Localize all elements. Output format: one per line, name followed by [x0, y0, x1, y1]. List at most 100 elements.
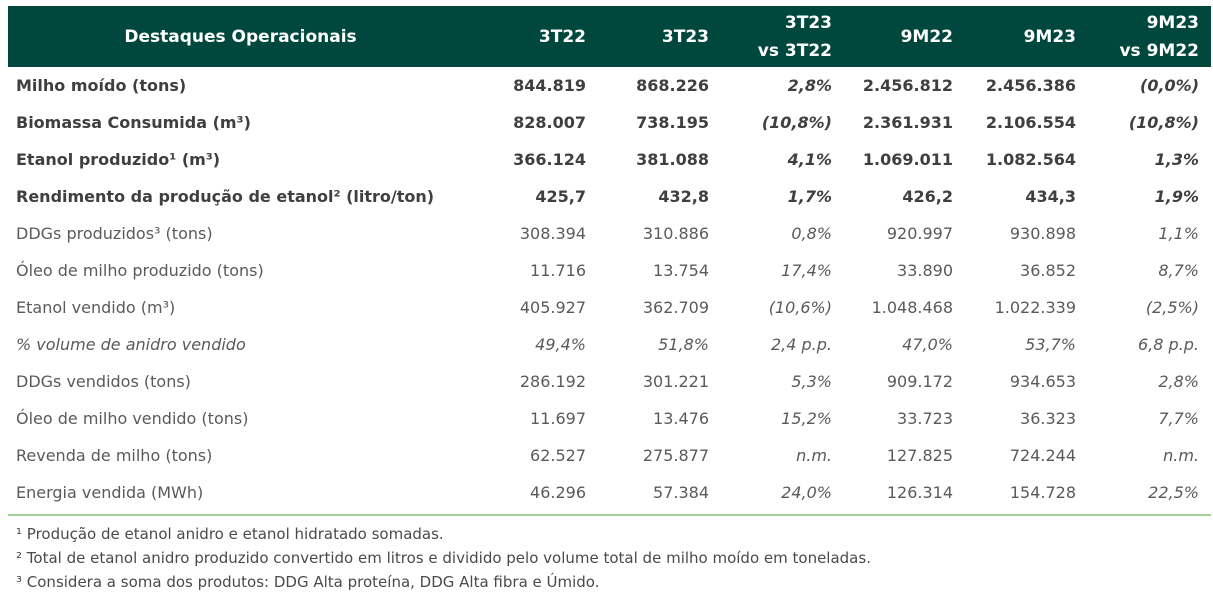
cell: 1,9%	[1154, 187, 1199, 206]
table-header-row: Destaques Operacionais 3T22 3T23 3T23 vs …	[8, 6, 1211, 67]
cell: 381.088	[636, 150, 709, 169]
table-row: Revenda de milho (tons) 62.527 275.877 n…	[8, 437, 1211, 474]
table-row: Óleo de milho vendido (tons) 11.697 13.4…	[8, 400, 1211, 437]
cell: 33.890	[897, 261, 953, 280]
cell: 434,3	[1025, 187, 1076, 206]
cell: (0,0%)	[1140, 76, 1199, 95]
cell: 366.124	[513, 150, 586, 169]
table-row: Energia vendida (MWh) 46.296 57.384 24,0…	[8, 474, 1211, 511]
cell: 4,1%	[787, 150, 832, 169]
cell: 22,5%	[1148, 483, 1199, 502]
cell: 724.244	[1009, 446, 1076, 465]
cell: 11.697	[530, 409, 586, 428]
table-row: Etanol vendido (m³) 405.927 362.709 (10,…	[8, 289, 1211, 326]
header-cell: 3T23 vs 3T22	[721, 6, 844, 67]
cell: 934.653	[1009, 372, 1076, 391]
cell: 2.106.554	[985, 113, 1076, 132]
cell: 286.192	[519, 372, 586, 391]
cell: (10,8%)	[761, 113, 832, 132]
header-cell: 9M23	[965, 6, 1088, 67]
table-row: DDGs produzidos³ (tons) 308.394 310.886 …	[8, 215, 1211, 252]
cell: 2.361.931	[862, 113, 953, 132]
cell: 828.007	[513, 113, 586, 132]
cell: n.m.	[796, 446, 832, 465]
cell: 426,2	[902, 187, 953, 206]
row-label: Energia vendida (MWh)	[16, 483, 204, 502]
cell: 2,4 p.p.	[770, 335, 832, 354]
cell: 738.195	[636, 113, 709, 132]
cell: 126.314	[886, 483, 953, 502]
row-label: Rendimento da produção de etanol² (litro…	[16, 187, 435, 206]
cell: 8,7%	[1158, 261, 1199, 280]
cell: 432,8	[658, 187, 709, 206]
cell: 1,1%	[1158, 224, 1199, 243]
cell: 2.456.812	[862, 76, 953, 95]
footer-divider	[8, 514, 1211, 516]
row-label: Etanol produzido¹ (m³)	[16, 150, 221, 169]
header-cell: 9M22	[844, 6, 965, 67]
cell: 1,7%	[787, 187, 832, 206]
header-cell: 3T23	[598, 6, 721, 67]
cell: 51,8%	[658, 335, 709, 354]
footnote: ³ Considera a soma dos produtos: DDG Alt…	[16, 573, 600, 591]
header-cell: 9M23 vs 9M22	[1088, 6, 1211, 67]
cell: 920.997	[886, 224, 953, 243]
table-row: % volume de anidro vendido 49,4% 51,8% 2…	[8, 326, 1211, 363]
cell: (10,8%)	[1128, 113, 1199, 132]
cell: 11.716	[530, 261, 586, 280]
row-label: Óleo de milho vendido (tons)	[16, 409, 249, 428]
cell: 13.754	[653, 261, 709, 280]
cell: 15,2%	[781, 409, 832, 428]
cell: 62.527	[530, 446, 586, 465]
row-label: DDGs produzidos³ (tons)	[16, 224, 213, 243]
cell: 24,0%	[781, 483, 832, 502]
cell: 13.476	[653, 409, 709, 428]
header-cell: Destaques Operacionais	[8, 6, 473, 67]
cell: 2,8%	[787, 76, 832, 95]
row-label: % volume de anidro vendido	[16, 335, 246, 354]
cell: 1.048.468	[871, 298, 953, 317]
cell: 47,0%	[902, 335, 953, 354]
cell: 362.709	[642, 298, 709, 317]
cell: 5,3%	[791, 372, 832, 391]
cell: 310.886	[642, 224, 709, 243]
cell: 57.384	[653, 483, 709, 502]
header-cell: 3T22	[473, 6, 598, 67]
row-label: Biomassa Consumida (m³)	[16, 113, 251, 132]
cell: (10,6%)	[768, 298, 832, 317]
cell: 0,8%	[791, 224, 832, 243]
cell: 1.082.564	[985, 150, 1076, 169]
cell: 6,8 p.p.	[1137, 335, 1199, 354]
operational-highlights: Destaques Operacionais 3T22 3T23 3T23 vs …	[8, 6, 1211, 594]
row-label: Revenda de milho (tons)	[16, 446, 213, 465]
footnote: ² Total de etanol anidro produzido conve…	[16, 549, 871, 567]
cell: 1,3%	[1154, 150, 1199, 169]
cell: 405.927	[519, 298, 586, 317]
cell: 909.172	[886, 372, 953, 391]
row-label: Milho moído (tons)	[16, 76, 187, 95]
row-label: DDGs vendidos (tons)	[16, 372, 191, 391]
cell: n.m.	[1163, 446, 1199, 465]
cell: 127.825	[886, 446, 953, 465]
table-row: Rendimento da produção de etanol² (litro…	[8, 178, 1211, 215]
table-row: Etanol produzido¹ (m³) 366.124 381.088 4…	[8, 141, 1211, 178]
cell: 425,7	[535, 187, 586, 206]
cell: (2,5%)	[1145, 298, 1199, 317]
cell: 2.456.386	[985, 76, 1076, 95]
cell: 2,8%	[1158, 372, 1199, 391]
cell: 154.728	[1009, 483, 1076, 502]
cell: 53,7%	[1025, 335, 1076, 354]
cell: 930.898	[1009, 224, 1076, 243]
footnotes: ¹ Produção de etanol anidro e etanol hid…	[8, 516, 1211, 594]
cell: 1.069.011	[862, 150, 953, 169]
cell: 275.877	[642, 446, 709, 465]
row-label: Etanol vendido (m³)	[16, 298, 176, 317]
cell: 868.226	[636, 76, 709, 95]
cell: 17,4%	[781, 261, 832, 280]
table-row: Milho moído (tons) 844.819 868.226 2,8% …	[8, 67, 1211, 104]
cell: 844.819	[513, 76, 586, 95]
cell: 33.723	[897, 409, 953, 428]
table-row: Biomassa Consumida (m³) 828.007 738.195 …	[8, 104, 1211, 141]
cell: 36.323	[1020, 409, 1076, 428]
row-label: Óleo de milho produzido (tons)	[16, 261, 264, 280]
